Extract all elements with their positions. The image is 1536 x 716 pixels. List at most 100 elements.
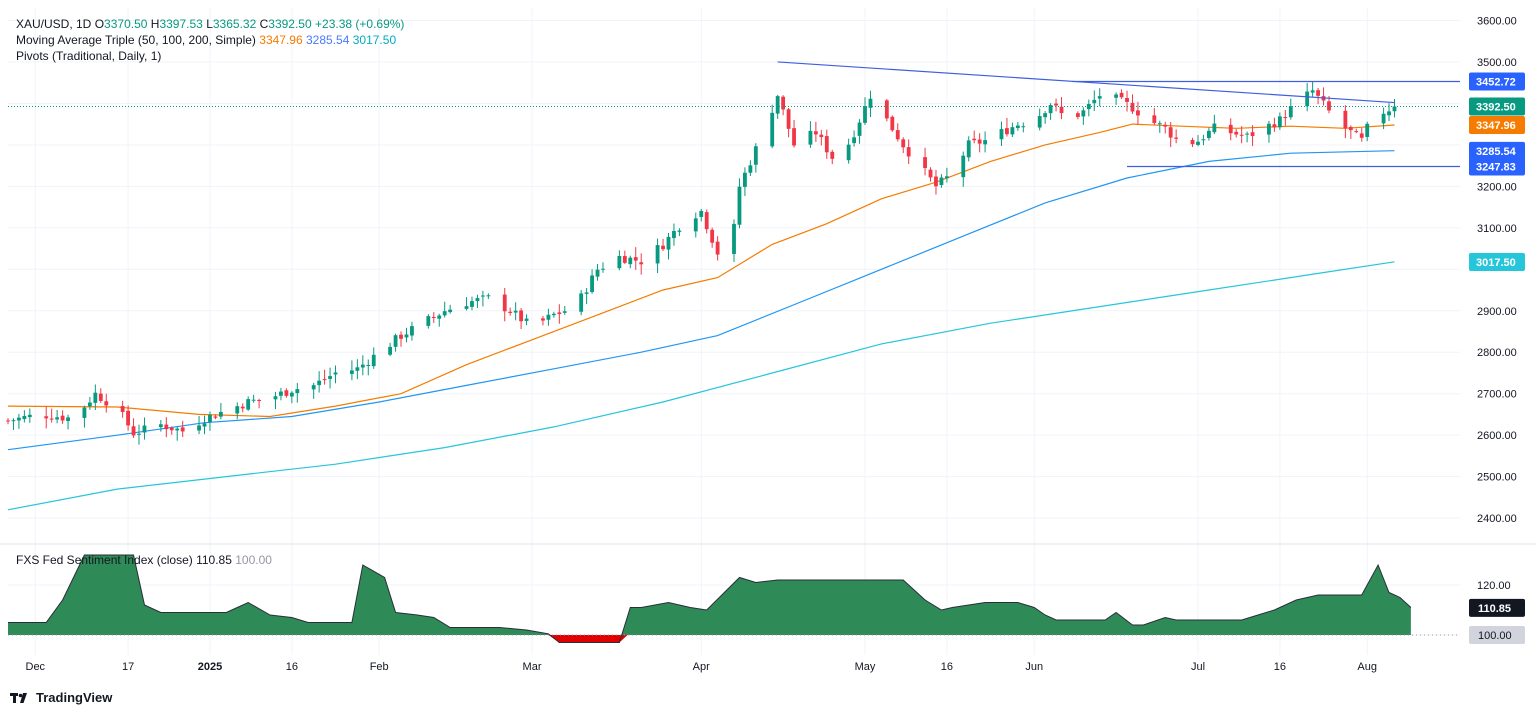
candle <box>977 133 982 153</box>
price-badges: 3452.72 3392.50 3347.96 3285.54 3247.83 3017.… <box>1469 72 1525 272</box>
candle <box>557 304 562 324</box>
svg-text:3392.50: 3392.50 <box>1476 101 1516 113</box>
candle <box>480 290 485 307</box>
sentiment-line <box>8 554 1412 643</box>
candle <box>928 167 933 182</box>
svg-text:3247.83: 3247.83 <box>1476 161 1516 173</box>
candle <box>311 382 316 399</box>
candle <box>502 287 507 322</box>
svg-text:110.85: 110.85 <box>1478 603 1511 615</box>
candle <box>475 294 480 309</box>
candle <box>1059 97 1064 120</box>
candle <box>240 403 245 413</box>
candle <box>677 228 682 237</box>
candle <box>1048 103 1053 120</box>
candle <box>410 321 414 341</box>
candle <box>180 420 185 437</box>
price-tick: 3200.00 <box>1477 181 1517 193</box>
ma200-value: 3017.50 <box>352 33 397 47</box>
price-tick: 2700.00 <box>1477 389 1517 401</box>
candle <box>868 90 873 117</box>
candle <box>1348 125 1353 139</box>
candle <box>890 115 895 132</box>
sub-tick: 120.00 <box>1477 580 1511 592</box>
time-tick: 2025 <box>198 661 222 673</box>
candle <box>218 403 223 420</box>
candle <box>1119 89 1124 100</box>
symbol-legend: XAU/USD, 1D O3370.50 H3397.53 L3365.32 C… <box>16 16 404 32</box>
candle <box>1272 117 1277 132</box>
candle <box>743 167 747 197</box>
candle <box>1387 103 1391 122</box>
candle <box>393 333 398 352</box>
candle <box>49 408 54 423</box>
candle <box>934 169 938 195</box>
candle <box>426 314 431 329</box>
time-tick: Jun <box>1025 661 1043 673</box>
indicator-axis[interactable]: 120.00 110.85 100.00 <box>1469 580 1525 644</box>
candle <box>44 406 49 429</box>
candle <box>1343 105 1348 139</box>
candle <box>1288 98 1293 120</box>
price-tick: 2900.00 <box>1477 306 1517 318</box>
candle <box>966 136 971 162</box>
candle <box>98 388 103 404</box>
candle <box>622 250 627 265</box>
candle <box>169 426 174 435</box>
candle <box>595 264 600 281</box>
candle <box>786 107 791 138</box>
candle <box>235 402 240 420</box>
candle <box>1267 120 1271 143</box>
candle <box>251 394 256 403</box>
candle <box>333 365 338 384</box>
open-label: O <box>94 17 105 31</box>
tradingview-icon <box>10 692 27 703</box>
indicator-legend[interactable]: FXS Fed Sentiment Index (close) 110.85 1… <box>16 552 272 568</box>
candle <box>617 250 622 271</box>
time-tick: 16 <box>286 661 298 673</box>
candle <box>1190 137 1195 148</box>
candle <box>295 382 300 403</box>
ma-legend[interactable]: Moving Average Triple (50, 100, 200, Sim… <box>16 32 396 48</box>
candle <box>202 415 207 435</box>
price-tick: 3600.00 <box>1477 15 1517 27</box>
candle <box>944 167 949 183</box>
indicator-title: FXS Fed Sentiment Index (close) <box>16 553 193 567</box>
candle <box>1310 81 1315 97</box>
candle <box>983 131 988 153</box>
candle <box>1086 99 1091 117</box>
price-tick: 2800.00 <box>1477 347 1517 359</box>
time-tick: May <box>855 661 876 673</box>
price-badge: 3017.50 <box>1469 253 1525 272</box>
candle <box>1174 129 1179 144</box>
ma-50-line <box>7 123 1395 418</box>
candle <box>753 143 758 173</box>
candle <box>1075 111 1080 120</box>
candle <box>142 417 147 440</box>
price-tick: 2600.00 <box>1477 430 1517 442</box>
svg-text:3017.50: 3017.50 <box>1476 257 1516 269</box>
candle <box>1015 122 1020 131</box>
candle <box>693 212 698 238</box>
candle <box>579 289 584 316</box>
symbol-title[interactable]: XAU/USD, 1D <box>16 17 92 31</box>
indicator-baseline-badge: 100.00 <box>1469 626 1525 644</box>
candle <box>1043 111 1048 124</box>
candle <box>628 255 633 269</box>
candle <box>448 304 453 314</box>
candle <box>748 160 753 177</box>
candle <box>82 405 87 428</box>
pivots-legend[interactable]: Pivots (Traditional, Daily, 1) <box>16 48 161 64</box>
candle <box>781 95 786 116</box>
trend-lines <box>777 61 1460 168</box>
candle <box>120 400 125 418</box>
candle <box>349 360 354 381</box>
candle <box>999 121 1004 146</box>
candle <box>158 420 163 432</box>
candle <box>164 417 169 438</box>
time-axis[interactable]: Dec 17 2025 16 Feb Mar Apr May 16 Jun Jul 16 Aug <box>26 661 1377 673</box>
tradingview-logo[interactable]: TradingView <box>10 690 112 705</box>
price-axis[interactable]: 2400.00 2500.00 2600.00 2700.00 2800.00 2900.… <box>1477 15 1517 525</box>
candle <box>131 418 136 438</box>
